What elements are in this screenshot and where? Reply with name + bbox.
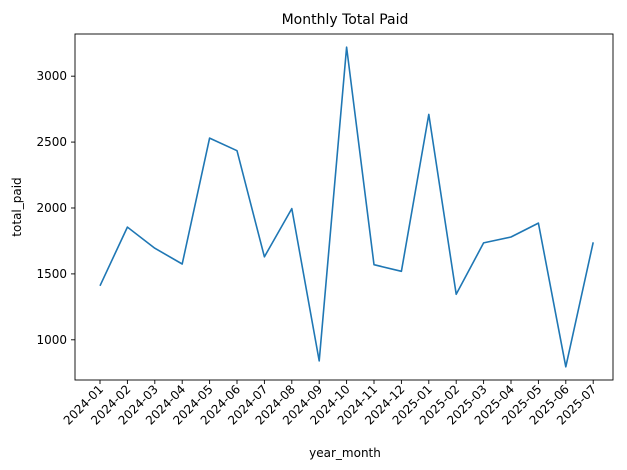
chart-title: Monthly Total Paid: [282, 12, 409, 28]
y-tick-label: 2500: [36, 135, 67, 149]
y-tick-label: 3000: [36, 69, 67, 83]
plot-frame: [74, 33, 614, 381]
y-axis: 1000 1500 2000 2500 3000: [36, 69, 75, 347]
plot-area: [74, 33, 614, 381]
y-tick-label: 1500: [36, 267, 67, 281]
y-tick-label: 1000: [36, 333, 67, 347]
x-axis: 2024-012024-022024-032024-042024-052024-…: [61, 380, 599, 428]
y-axis-label: total_paid: [10, 177, 24, 236]
x-axis-label: year_month: [309, 446, 381, 460]
y-tick-label: 2000: [36, 201, 67, 215]
series-line: [99, 46, 594, 368]
